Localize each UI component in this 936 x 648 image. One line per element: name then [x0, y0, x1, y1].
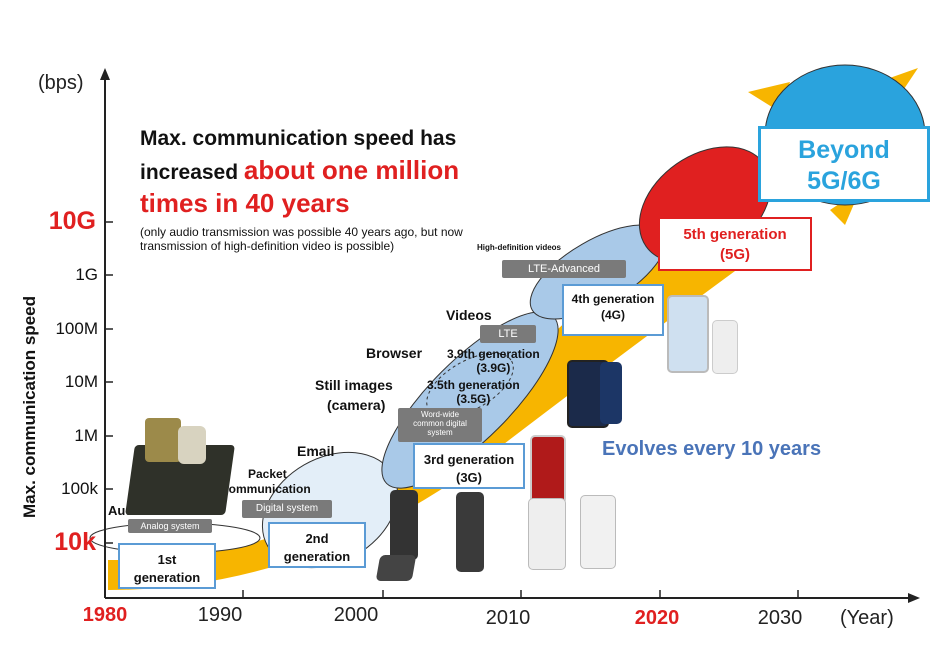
usecase-still-2: (camera): [327, 397, 386, 413]
y-tick-10m: 10M: [64, 372, 98, 391]
gen1-line2: generation: [133, 569, 201, 585]
gen1-line1: 1st: [157, 552, 177, 567]
x-tick-1980: 1980: [82, 604, 128, 626]
flip-phone-2g-a-base-image: [375, 555, 417, 581]
gen5-line1: 5th generation: [683, 226, 787, 243]
tag-digital: Digital system: [242, 500, 332, 518]
y-tick-100k: 100k: [61, 479, 98, 498]
gen39-line2: (3.9G): [476, 361, 511, 376]
y-axis-arrow: [100, 68, 110, 80]
evolves-caption: Evolves every 10 years: [602, 438, 822, 460]
gen3-line2: (3G): [456, 469, 482, 485]
y-tick-10k: 10k: [54, 528, 96, 556]
headline-emphasis-1: about one million: [243, 155, 460, 185]
gen35-line1: 3.5th generation: [427, 378, 520, 392]
y-axis-title: Max. communication speed: [20, 296, 39, 518]
gen5-box: 5th generation (5G): [658, 217, 812, 271]
flip-phone-2g-a-image: [390, 490, 418, 560]
gen1-box: 1st generation: [118, 543, 216, 589]
flip-phone-3g-b-image: [580, 495, 616, 569]
y-tick-marks: [105, 221, 113, 544]
usecase-browser: Browser: [366, 345, 423, 361]
x-unit-label: (Year): [840, 607, 894, 629]
usecase-still-1: Still images: [315, 377, 393, 393]
gen39-label: 3.9th generation (3.9G): [447, 347, 540, 376]
gen3-line1: 3rd generation: [423, 452, 515, 467]
gen4-box: 4th generation (4G): [562, 284, 664, 336]
gen5-line2: (5G): [720, 246, 750, 264]
usecase-videos: Videos: [446, 307, 492, 323]
gen4-line1: 4th generation: [571, 292, 655, 306]
y-tick-10g: 10G: [48, 207, 96, 235]
gen35-label: 3.5th generation (3.5G): [427, 378, 520, 407]
smartphone-5g-image: [667, 295, 709, 373]
beyond-line1: Beyond: [798, 136, 890, 164]
x-axis-arrow: [908, 593, 920, 603]
gen39-line1: 3.9th generation: [447, 347, 540, 361]
tag-worldwide-line1: Word-wide: [420, 410, 460, 419]
y-tick-1g: 1G: [75, 265, 98, 284]
y-tick-1m: 1M: [74, 426, 98, 445]
gen3-box: 3rd generation (3G): [413, 443, 525, 489]
gen35-line2: (3.5G): [456, 392, 491, 407]
tag-analog: Analog system: [128, 519, 212, 533]
tag-worldwide-line2: common digital: [413, 419, 467, 429]
gen2-line1: 2nd: [305, 531, 329, 546]
x-tick-2010: 2010: [485, 607, 531, 629]
smartphone-4g-back-image: [600, 362, 622, 424]
y-tick-100m: 100M: [55, 319, 98, 338]
beyond-box: Beyond 5G/6G: [758, 126, 930, 202]
y-unit-label: (bps): [38, 72, 84, 94]
tag-worldwide: Word-wide common digital system: [398, 408, 482, 442]
tag-lte-advanced: LTE-Advanced: [502, 260, 626, 278]
headline-note-2: transmission of high-definition video is…: [140, 239, 395, 253]
usecase-packet-1: Packet: [248, 467, 287, 481]
usecase-hd-videos: High-definition videos: [477, 243, 561, 252]
headline-emphasis-2: times in 40 years: [140, 188, 350, 218]
headline-line1: Max. communication speed has: [140, 127, 457, 150]
x-tick-marks: [242, 590, 799, 598]
x-tick-2030: 2030: [757, 607, 803, 629]
flip-phone-2g-b-image: [456, 492, 484, 572]
headline-note-1: (only audio transmission was possible 40…: [140, 225, 463, 239]
x-tick-1990: 1990: [197, 604, 243, 626]
gen2-line2: generation: [283, 548, 351, 564]
x-tick-2020: 2020: [634, 607, 680, 629]
headline-line2: increased about one million: [140, 155, 459, 186]
handset-cradle-image: [178, 426, 206, 464]
gen2-box: 2nd generation: [268, 522, 366, 568]
handset-image: [145, 418, 181, 462]
smartphone-5g-back-image: [712, 320, 738, 374]
usecase-email: Email: [297, 443, 335, 459]
usecase-packet-2: communication: [222, 482, 311, 496]
tag-lte: LTE: [480, 325, 536, 343]
tag-worldwide-line3: system: [427, 428, 453, 438]
flip-phone-3g-a-image: [530, 435, 566, 504]
x-tick-2000: 2000: [333, 604, 379, 626]
gen4-line2: (4G): [601, 308, 625, 323]
beyond-line2: 5G/6G: [807, 167, 881, 196]
headline-line2-lead: increased: [140, 161, 244, 184]
flip-phone-3g-a-base-image: [528, 498, 566, 570]
